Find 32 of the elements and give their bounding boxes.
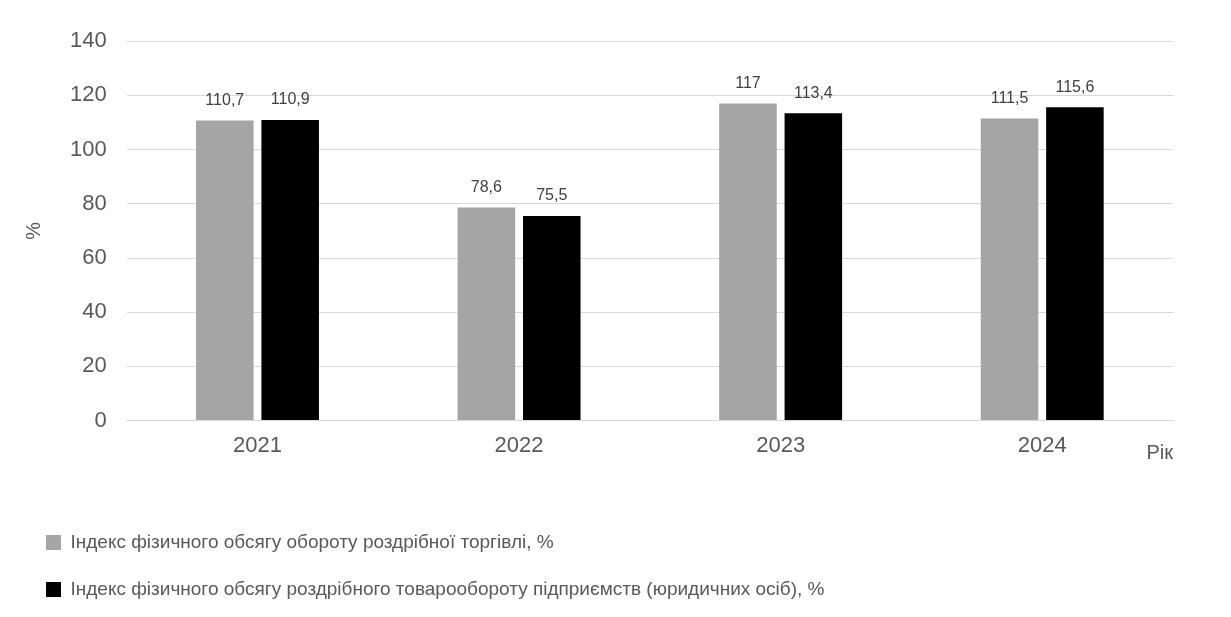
y-tick-label: 20 xyxy=(82,352,107,378)
legend-label: Індекс фізичного обсягу роздрібного товарообороту підприємств (юридичних осіб), % xyxy=(70,577,825,599)
y-axis-title: % xyxy=(21,221,44,240)
data-label: 110,9 xyxy=(270,90,310,108)
y-tick-label: 0 xyxy=(94,406,107,432)
bar xyxy=(196,120,254,421)
y-tick-label: 100 xyxy=(69,135,107,161)
y-tick-label: 140 xyxy=(69,27,107,53)
legend-label: Індекс фізичного обсягу обороту роздрібної торгівлі, % xyxy=(70,530,554,552)
data-label: 111,5 xyxy=(990,88,1029,106)
data-label: 117 xyxy=(735,73,761,91)
x-axis-title: Рік xyxy=(1146,440,1174,463)
data-label: 115,6 xyxy=(1055,77,1095,95)
data-label: 78,6 xyxy=(470,178,503,195)
x-tick-label: 2021 xyxy=(233,431,282,457)
bar xyxy=(719,103,777,421)
y-tick-label: 120 xyxy=(69,81,107,107)
bar xyxy=(522,216,581,421)
x-tick-label: 2022 xyxy=(494,431,544,457)
bar xyxy=(980,118,1039,421)
data-label: 110,7 xyxy=(205,91,245,109)
bar xyxy=(457,207,516,421)
bar xyxy=(784,113,843,421)
x-tick-label: 2024 xyxy=(1017,431,1067,457)
y-tick-label: 40 xyxy=(82,298,107,324)
y-tick-label: 80 xyxy=(82,189,107,215)
bar xyxy=(261,120,319,421)
bar xyxy=(1046,107,1104,421)
data-label: 75,5 xyxy=(536,186,568,204)
x-tick-label: 2023 xyxy=(756,431,806,457)
data-label: 113,4 xyxy=(793,83,833,101)
y-tick-label: 60 xyxy=(82,244,107,270)
